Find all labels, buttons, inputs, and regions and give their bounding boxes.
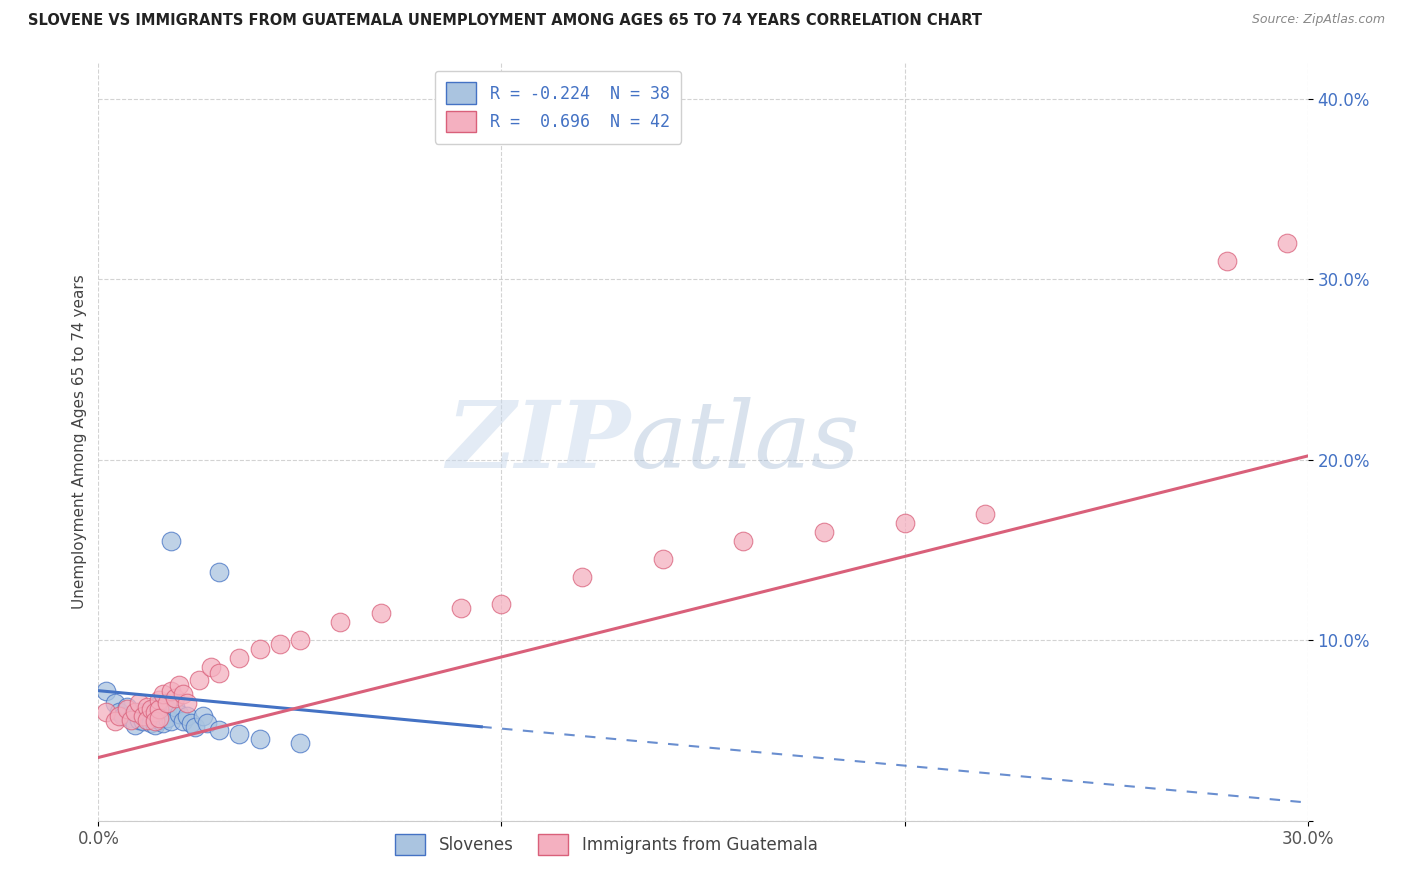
Point — [370, 606, 392, 620]
Point — [491, 597, 513, 611]
Point — [139, 702, 162, 716]
Point — [152, 698, 174, 712]
Point — [188, 673, 211, 687]
Point — [288, 633, 311, 648]
Point — [167, 678, 190, 692]
Point — [128, 706, 150, 720]
Point — [148, 711, 170, 725]
Point — [143, 711, 166, 725]
Point — [139, 709, 162, 723]
Point — [143, 699, 166, 714]
Point — [195, 716, 218, 731]
Point — [208, 565, 231, 579]
Point — [152, 709, 174, 723]
Y-axis label: Unemployment Among Ages 65 to 74 years: Unemployment Among Ages 65 to 74 years — [72, 274, 87, 609]
Point — [120, 713, 142, 727]
Point — [135, 699, 157, 714]
Point — [974, 507, 997, 521]
Point — [450, 600, 472, 615]
Point — [103, 696, 125, 710]
Text: SLOVENE VS IMMIGRANTS FROM GUATEMALA UNEMPLOYMENT AMONG AGES 65 TO 74 YEARS CORR: SLOVENE VS IMMIGRANTS FROM GUATEMALA UNE… — [28, 13, 983, 29]
Point — [180, 716, 202, 731]
Point — [156, 696, 179, 710]
Point — [107, 706, 129, 720]
Point — [132, 714, 155, 729]
Legend: Slovenes, Immigrants from Guatemala: Slovenes, Immigrants from Guatemala — [388, 827, 824, 862]
Point — [156, 702, 179, 716]
Point — [813, 524, 835, 539]
Point — [143, 718, 166, 732]
Point — [193, 709, 215, 723]
Point — [329, 615, 352, 629]
Point — [163, 699, 186, 714]
Point — [893, 516, 915, 530]
Point — [148, 713, 170, 727]
Point — [208, 665, 231, 680]
Point — [160, 533, 183, 548]
Point — [115, 702, 138, 716]
Point — [176, 709, 198, 723]
Point — [143, 714, 166, 729]
Text: Source: ZipAtlas.com: Source: ZipAtlas.com — [1251, 13, 1385, 27]
Point — [128, 696, 150, 710]
Point — [228, 727, 250, 741]
Point — [176, 696, 198, 710]
Point — [120, 711, 142, 725]
Point — [172, 714, 194, 729]
Point — [107, 709, 129, 723]
Point — [135, 713, 157, 727]
Text: atlas: atlas — [630, 397, 860, 486]
Point — [269, 637, 291, 651]
Point — [1216, 254, 1239, 268]
Point — [148, 706, 170, 720]
Point — [103, 714, 125, 729]
Point — [135, 706, 157, 720]
Point — [156, 711, 179, 725]
Point — [152, 716, 174, 731]
Point — [184, 720, 207, 734]
Point — [115, 699, 138, 714]
Point — [172, 687, 194, 701]
Point — [124, 718, 146, 732]
Point — [152, 687, 174, 701]
Point — [733, 533, 755, 548]
Point — [167, 707, 190, 722]
Point — [111, 709, 134, 723]
Point — [571, 570, 593, 584]
Point — [132, 709, 155, 723]
Text: ZIP: ZIP — [446, 397, 630, 486]
Point — [208, 723, 231, 738]
Point — [249, 642, 271, 657]
Point — [143, 706, 166, 720]
Point — [160, 683, 183, 698]
Point — [128, 713, 150, 727]
Point — [124, 706, 146, 720]
Point — [96, 683, 118, 698]
Point — [288, 736, 311, 750]
Point — [148, 692, 170, 706]
Point — [160, 714, 183, 729]
Point — [249, 732, 271, 747]
Point — [96, 706, 118, 720]
Point — [163, 690, 186, 705]
Point — [148, 702, 170, 716]
Point — [228, 651, 250, 665]
Point — [139, 716, 162, 731]
Point — [1277, 235, 1299, 250]
Point — [200, 660, 222, 674]
Point — [651, 552, 673, 566]
